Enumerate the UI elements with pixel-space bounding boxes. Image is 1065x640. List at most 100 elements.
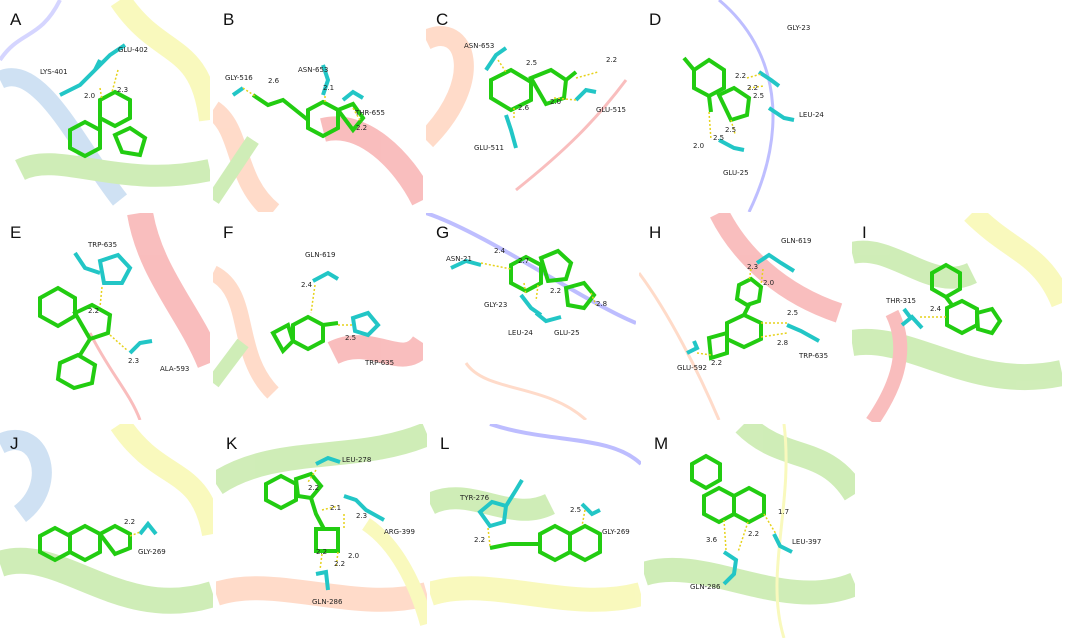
panel-g: ASN-21 GLY-23 LEU-24 GLU-25 2.4 2.7 2.2 …: [426, 213, 636, 420]
residue-label: GLU-402: [118, 46, 148, 54]
residue-label: ASN-653: [464, 42, 494, 50]
residue-label: ASN-21: [446, 255, 472, 263]
distance-label: 2.8: [777, 339, 788, 347]
residue-sticks: [718, 70, 795, 152]
ligand-molecule: [270, 314, 339, 355]
residue-sticks: [312, 270, 381, 338]
panel-l: TYR-276 GLY-269 2.5 2.2 L: [430, 424, 641, 638]
distance-label: 2.3: [128, 357, 139, 365]
distance-label: 2.8: [596, 300, 607, 308]
distance-label: 1.7: [778, 508, 789, 516]
distance-label: 2.4: [930, 305, 942, 313]
panel-label: A: [10, 10, 22, 29]
panel-i: THR-315 2.4 I: [852, 213, 1062, 422]
residue-label: GLY-269: [602, 528, 630, 536]
residue-label: GLY-23: [484, 301, 507, 309]
residue-label: ALA-593: [160, 365, 189, 373]
panel-j: GLY-269 2.2 J: [0, 424, 213, 638]
panel-label: I: [862, 223, 867, 242]
residue-label: ARG-399: [384, 528, 415, 536]
distance-label: 2.5: [725, 126, 736, 134]
distance-label: 2.2: [747, 84, 758, 92]
distance-label: 2.0: [348, 552, 359, 560]
panel-label: G: [436, 223, 450, 242]
ligand-molecule: [489, 523, 602, 563]
panel-label: H: [649, 223, 662, 242]
residue-sticks: [315, 455, 385, 591]
residue-sticks: [900, 307, 924, 330]
distance-label: 3.6: [706, 536, 718, 544]
residue-sticks: [73, 251, 153, 355]
panel-label: K: [226, 434, 238, 453]
distance-label: 2.1: [330, 504, 341, 512]
panel-a: LYS-401 GLU-402 2.0 2.3 A: [0, 0, 210, 212]
panel-e-scene: TRP-635 ALA-593 2.2 2.3: [38, 213, 210, 420]
ligand-molecule: [251, 93, 366, 139]
distance-label: 2.2: [735, 72, 746, 80]
residue-label: GLY-516: [225, 74, 253, 82]
distance-label: 2.5: [787, 309, 798, 317]
distance-label: 2.2: [606, 56, 617, 64]
distance-label: 2.2: [550, 287, 561, 295]
distance-label: 2.0: [84, 92, 95, 100]
residue-label: GLU-515: [596, 106, 626, 114]
distance-label: 2.6: [518, 104, 530, 112]
panel-a-scene: LYS-401 GLU-402 2.0 2.3: [0, 0, 210, 206]
distance-label: 2.2: [88, 307, 99, 315]
panel-label: L: [440, 434, 450, 453]
panel-h: GLN-619 GLU-592 TRP-635 2.3 2.0 2.5 2.8 …: [639, 213, 849, 420]
panel-label: F: [223, 223, 234, 242]
distance-label: 2.4: [494, 247, 506, 255]
panel-g-scene: ASN-21 GLY-23 LEU-24 GLU-25 2.4 2.7 2.2 …: [426, 213, 636, 420]
distance-label: 2.3: [356, 512, 367, 520]
panel-label: B: [223, 10, 235, 29]
ligand-molecule: [264, 471, 340, 553]
ligand-molecule: [706, 276, 764, 361]
ligand-molecule: [930, 262, 1003, 336]
residue-label: LEU-24: [508, 329, 533, 337]
ligand-molecule: [38, 523, 132, 563]
ligand-molecule: [38, 285, 113, 391]
distance-label: 2.2: [334, 560, 345, 568]
distance-label: 2.2: [748, 530, 759, 538]
panel-label: D: [649, 10, 662, 29]
residue-label: GLU-511: [474, 144, 504, 152]
panel-i-scene: THR-315 2.4: [852, 213, 1062, 422]
panel-label: J: [10, 434, 19, 453]
residue-label: THR-655: [354, 109, 385, 117]
residue-label: TYR-276: [459, 494, 490, 502]
panel-j-scene: GLY-269 2.2: [0, 424, 213, 614]
residue-label: LEU-397: [792, 538, 821, 546]
residue-sticks: [686, 252, 820, 355]
distance-label: 2.4: [301, 281, 313, 289]
panel-k-scene: LEU-278 ARG-399 GLN-286 2.2 2.1 2.3 2.2 …: [216, 424, 427, 626]
residue-sticks: [231, 64, 365, 102]
residue-label: LYS-401: [40, 68, 68, 76]
ligand-molecule: [509, 248, 597, 311]
residue-label: TRP-635: [798, 352, 828, 360]
distance-label: 2.0: [763, 279, 774, 287]
panel-label: M: [654, 434, 669, 453]
residue-label: GLY-23: [787, 24, 810, 32]
panel-label: E: [10, 223, 22, 242]
distance-label: 2.1: [323, 84, 334, 92]
panel-b: GLY-516 ASN-653 THR-655 2.6 2.1 2.2 B: [213, 0, 423, 212]
panel-f-scene: GLN-619 TRP-635 2.4 2.5: [213, 251, 423, 399]
distance-label: 2.3: [117, 86, 128, 94]
distance-label: 2.2: [316, 548, 327, 556]
residue-sticks: [484, 46, 597, 149]
ligand-molecule: [690, 453, 766, 525]
distance-label: 2.5: [526, 59, 537, 67]
residue-label: GLU-592: [677, 364, 707, 372]
residue-sticks: [722, 533, 793, 586]
panel-b-scene: GLY-516 ASN-653 THR-655 2.6 2.1 2.2: [213, 64, 423, 212]
panel-k: LEU-278 ARG-399 GLN-286 2.2 2.1 2.3 2.2 …: [216, 424, 427, 638]
panel-m: LEU-397 GLN-286 1.7 2.2 3.6 M: [644, 424, 855, 638]
distance-label: 2.0: [550, 98, 561, 106]
residue-label: GLN-286: [312, 598, 343, 606]
distance-label: 2.2: [356, 124, 367, 132]
distance-label: 2.7: [518, 257, 529, 265]
distance-label: 2.6: [268, 77, 280, 85]
residue-sticks: [138, 520, 158, 536]
residue-label: TRP-635: [87, 241, 117, 249]
